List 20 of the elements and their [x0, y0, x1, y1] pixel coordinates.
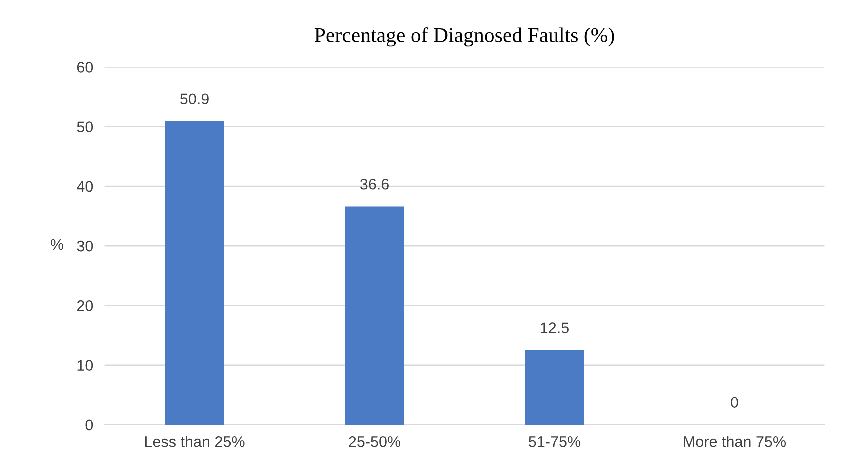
bar: [165, 121, 224, 425]
y-tick-label: 20: [77, 300, 94, 312]
x-tick-label: 51-75%: [529, 436, 581, 448]
data-label: 36.6: [360, 178, 389, 190]
y-tick-label: 60: [77, 62, 94, 73]
y-tick-label: 50: [77, 122, 94, 133]
chart-title: Percentage of Diagnosed Faults (%): [314, 28, 614, 47]
x-tick-label: Less than 25%: [145, 436, 245, 448]
x-tick-label: More than 75%: [684, 436, 786, 448]
data-label: 12.5: [541, 322, 569, 334]
y-tick-label: 40: [77, 181, 94, 192]
bar: [525, 350, 584, 425]
bar: [345, 206, 404, 425]
x-tick-label: 25-50%: [349, 436, 401, 448]
y-tick-label: 0: [86, 420, 94, 431]
data-label: 50.9: [180, 94, 209, 105]
y-axis-title: %: [50, 239, 64, 250]
y-tick-label: 30: [77, 240, 94, 252]
data-label: 0: [731, 397, 738, 408]
y-tick-label: 10: [78, 360, 94, 372]
